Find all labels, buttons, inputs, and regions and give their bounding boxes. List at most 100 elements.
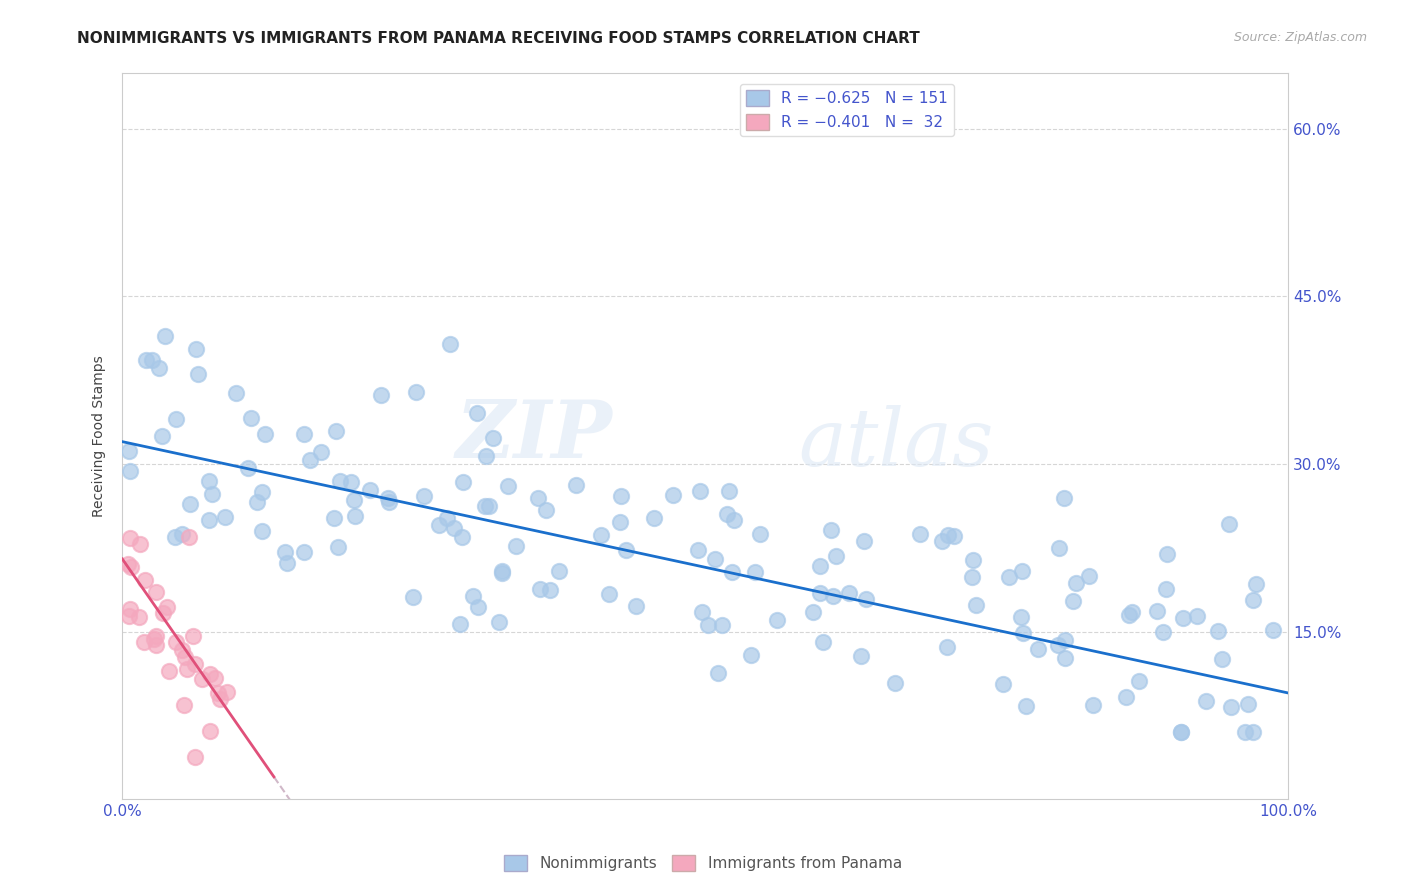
Point	[276, 557, 298, 571]
Point	[326, 540, 349, 554]
Point	[177, 530, 200, 544]
Point	[157, 665, 180, 679]
Point	[744, 566, 766, 580]
Point	[1195, 694, 1218, 708]
Point	[662, 488, 685, 502]
Point	[184, 750, 207, 764]
Point	[378, 494, 401, 508]
Point	[1263, 623, 1285, 637]
Point	[451, 530, 474, 544]
Point	[820, 523, 842, 537]
Point	[838, 585, 860, 599]
Point	[187, 368, 209, 382]
Point	[204, 671, 226, 685]
Point	[998, 570, 1021, 584]
Point	[118, 443, 141, 458]
Point	[1244, 577, 1267, 591]
Point	[716, 507, 738, 521]
Point	[609, 515, 631, 529]
Point	[128, 610, 150, 624]
Text: Source: ZipAtlas.com: Source: ZipAtlas.com	[1233, 31, 1367, 45]
Point	[1053, 491, 1076, 505]
Point	[538, 582, 561, 597]
Point	[527, 491, 550, 506]
Point	[463, 589, 485, 603]
Point	[1237, 698, 1260, 712]
Point	[166, 412, 188, 426]
Point	[118, 608, 141, 623]
Point	[1077, 568, 1099, 582]
Point	[1049, 541, 1071, 555]
Point	[413, 489, 436, 503]
Point	[936, 527, 959, 541]
Text: ZIP: ZIP	[456, 397, 612, 475]
Point	[1064, 575, 1087, 590]
Point	[176, 662, 198, 676]
Point	[145, 638, 167, 652]
Point	[129, 537, 152, 551]
Point	[688, 543, 710, 558]
Point	[451, 475, 474, 490]
Point	[299, 453, 322, 467]
Point	[478, 500, 501, 514]
Point	[1233, 725, 1256, 739]
Point	[141, 352, 163, 367]
Point	[962, 570, 984, 584]
Point	[529, 582, 551, 596]
Point	[143, 632, 166, 646]
Point	[1115, 690, 1137, 704]
Point	[697, 618, 720, 632]
Point	[449, 617, 471, 632]
Point	[614, 542, 637, 557]
Point	[1121, 605, 1143, 619]
Point	[1011, 564, 1033, 578]
Point	[329, 474, 352, 488]
Point	[488, 615, 510, 629]
Point	[1241, 593, 1264, 607]
Point	[118, 602, 141, 616]
Point	[201, 487, 224, 501]
Point	[690, 605, 713, 619]
Point	[855, 591, 877, 606]
Point	[208, 692, 231, 706]
Point	[135, 353, 157, 368]
Point	[710, 618, 733, 632]
Point	[475, 449, 498, 463]
Point	[643, 511, 665, 525]
Point	[823, 589, 845, 603]
Point	[1218, 517, 1240, 532]
Point	[813, 635, 835, 649]
Point	[1146, 604, 1168, 618]
Point	[1241, 724, 1264, 739]
Point	[748, 527, 770, 541]
Point	[1062, 594, 1084, 608]
Point	[225, 386, 247, 401]
Point	[1171, 611, 1194, 625]
Point	[1053, 650, 1076, 665]
Point	[309, 445, 332, 459]
Point	[117, 557, 139, 571]
Point	[849, 648, 872, 663]
Point	[1170, 725, 1192, 739]
Point	[853, 533, 876, 548]
Point	[370, 388, 392, 402]
Point	[402, 590, 425, 604]
Point	[198, 667, 221, 681]
Point	[1011, 626, 1033, 640]
Point	[207, 686, 229, 700]
Point	[191, 673, 214, 687]
Point	[740, 648, 762, 663]
Point	[359, 483, 381, 498]
Point	[427, 517, 450, 532]
Point	[1170, 725, 1192, 739]
Point	[134, 573, 156, 587]
Point	[721, 565, 744, 579]
Point	[1211, 652, 1233, 666]
Point	[436, 511, 458, 525]
Point	[250, 485, 273, 500]
Point	[1118, 607, 1140, 622]
Point	[274, 545, 297, 559]
Point	[198, 723, 221, 738]
Point	[474, 499, 496, 513]
Point	[166, 635, 188, 649]
